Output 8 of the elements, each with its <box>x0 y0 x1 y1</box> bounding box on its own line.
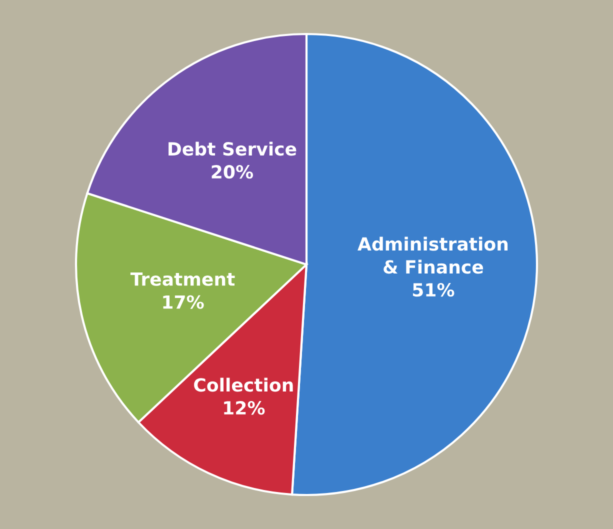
slice-label: Treatment <box>130 272 235 286</box>
data-label: 20% <box>212 165 254 179</box>
slice-label: Debt Service <box>168 142 296 156</box>
slice-label: Administration & Finance <box>358 236 508 274</box>
slice-label: Collection <box>194 378 293 392</box>
data-label: 17% <box>163 295 204 309</box>
data-label: 12% <box>224 401 265 415</box>
data-label: 51% <box>412 283 454 297</box>
